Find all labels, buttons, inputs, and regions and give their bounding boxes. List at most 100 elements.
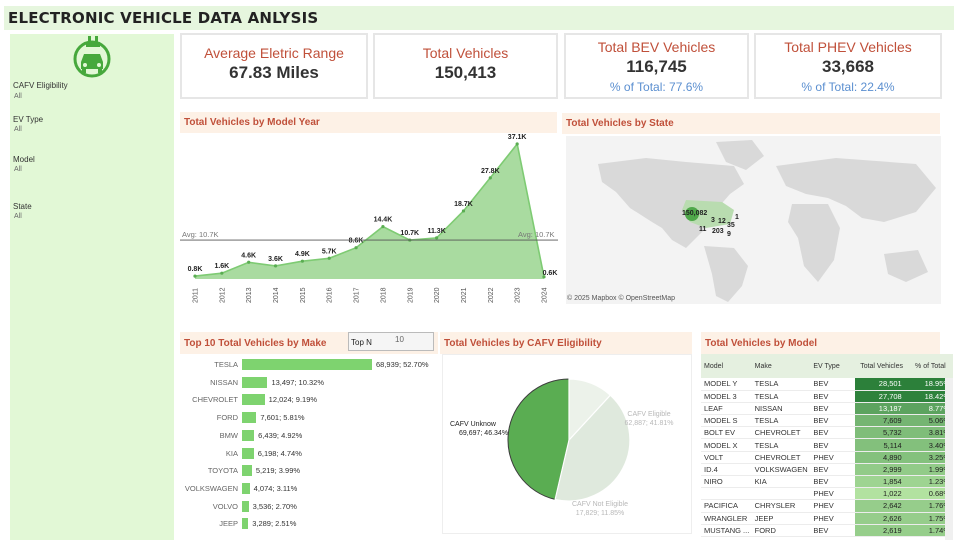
cafv-pie-chart[interactable]: CAFV Unknow 69,697; 46.34% CAFV Eligible 62… [442, 354, 692, 534]
make-bar[interactable] [242, 429, 255, 441]
cell-make: TESLA [751, 390, 811, 403]
filter-state-dropdown[interactable]: All [14, 213, 22, 220]
year-chart-title: Total Vehicles by Model Year [180, 112, 557, 133]
ev-charger-car-icon [73, 36, 111, 78]
col-header-pct[interactable]: % of Total [904, 354, 953, 378]
make-label: VOLVO [212, 501, 238, 511]
year-data-label: 1.6K [214, 263, 229, 270]
cell-total: 5,114 [855, 438, 905, 452]
make-value-label: 13,497; 10.32% [271, 377, 324, 387]
make-label: VOLKSWAGEN [184, 483, 238, 493]
state-label-1: 1 [735, 214, 739, 221]
col-header-model[interactable]: Model [701, 354, 752, 378]
year-point-2024[interactable] [542, 275, 546, 279]
filter-model-dropdown[interactable]: All [14, 166, 22, 173]
state-label-9: 9 [727, 231, 731, 238]
state-label-203: 203 [712, 228, 724, 235]
make-bar[interactable] [242, 465, 252, 477]
pie-slice[interactable] [507, 378, 570, 501]
cell-model: VOLT [701, 451, 752, 464]
state-label-3: 3 [711, 217, 715, 224]
table-row[interactable]: MUSTANG ... FORD BEV 2,619 1.74% [701, 524, 953, 537]
year-tick-label: 2022 [488, 287, 495, 303]
table-row[interactable]: BOLT EV CHEVROLET BEV 5,732 3.81% [701, 426, 953, 440]
year-point-2018[interactable] [381, 225, 385, 229]
cell-pct: 0.68% [904, 487, 953, 501]
table-row[interactable]: MODEL X TESLA BEV 5,114 3.40% [701, 438, 953, 452]
make-bar[interactable] [242, 359, 372, 370]
top-n-value[interactable]: 10 [395, 335, 404, 344]
cell-total: 7,609 [855, 414, 905, 428]
pie-slice-value: 17,829; 11.85% [576, 510, 625, 517]
cell-make: CHEVROLET [751, 426, 811, 440]
table-row[interactable]: NIRO KIA BEV 1,854 1.23% [701, 475, 953, 489]
year-point-2020[interactable] [435, 236, 439, 240]
cell-make: TESLA [751, 414, 811, 428]
year-data-label: 5.7K [322, 248, 337, 255]
filter-cafv-dropdown[interactable]: All [14, 93, 22, 100]
year-point-2023[interactable] [515, 142, 519, 146]
kpi-total-phev: Total PHEV Vehicles 33,668 % of Total: 2… [754, 33, 942, 99]
pie-slice[interactable] [554, 394, 631, 502]
make-bar[interactable] [242, 447, 254, 459]
table-row[interactable]: LEAF NISSAN BEV 13,187 8.77% [701, 402, 953, 416]
make-bar[interactable] [242, 518, 249, 530]
cell-ev-type: PHEV [810, 487, 856, 501]
make-bar[interactable] [242, 412, 257, 424]
year-data-label: 4.9K [295, 251, 310, 258]
col-header-make[interactable]: Make [751, 354, 811, 378]
pie-slice-value: 69,697; 46.34% [459, 430, 508, 437]
year-tick-label: 2015 [300, 287, 307, 303]
year-point-2021[interactable] [461, 209, 466, 213]
year-area-chart[interactable]: 0.8K 2011 1.6K 2012 4.6K 2013 3.6K 2014 4.9K 2015… [180, 134, 560, 306]
year-point-2015[interactable] [300, 259, 304, 263]
cell-ev-type: BEV [810, 475, 856, 489]
year-point-2013[interactable] [247, 260, 251, 264]
make-label: CHEVROLET [192, 395, 238, 405]
table-row[interactable]: VOLT CHEVROLET PHEV 4,890 3.25% [701, 451, 953, 464]
state-map[interactable]: 150,082 3 12 35 1 11 203 9 [566, 136, 941, 304]
year-tick-label: 2013 [246, 287, 253, 303]
cell-make: CHRYSLER [751, 499, 811, 513]
table-row[interactable]: MODEL Y TESLA BEV 28,501 18.95% [701, 378, 953, 391]
cell-pct: 1.99% [904, 463, 953, 477]
dashboard-title: ELECTRONIC VEHICLE DATA ANLYSIS [8, 9, 319, 27]
make-bar[interactable] [242, 500, 249, 512]
year-tick-label: 2024 [542, 287, 549, 303]
table-row[interactable]: WRANGLER JEEP PHEV 2,626 1.75% [701, 512, 953, 525]
make-label: TESLA [214, 360, 238, 369]
make-bar[interactable] [242, 394, 265, 406]
year-data-label: 10.7K [400, 230, 419, 237]
cell-model: WRANGLER [701, 512, 752, 525]
table-row[interactable]: PACIFICA CHRYSLER PHEV 2,642 1.76% [701, 499, 953, 513]
cell-ev-type: BEV [810, 390, 856, 403]
cell-pct: 3.40% [904, 438, 953, 452]
year-point-2012[interactable] [220, 271, 224, 275]
year-point-2017[interactable] [354, 246, 358, 250]
cell-ev-type: BEV [810, 414, 856, 428]
year-data-label: 4.6K [241, 252, 256, 259]
year-point-2022[interactable] [488, 176, 492, 180]
year-point-2011[interactable] [193, 274, 197, 278]
make-bar[interactable] [242, 482, 250, 494]
make-bar[interactable] [242, 376, 268, 388]
table-row[interactable]: MODEL S TESLA BEV 7,609 5.06% [701, 414, 953, 428]
table-row[interactable]: MODEL 3 TESLA BEV 27,708 18.42% [701, 390, 953, 403]
table-row[interactable]: ID.4 VOLKSWAGEN BEV 2,999 1.99% [701, 463, 953, 477]
make-label: BMW [219, 430, 238, 440]
make-value-label: 3,536; 2.70% [252, 501, 297, 511]
table-row[interactable]: PHEV 1,022 0.68% [701, 487, 953, 501]
year-point-2014[interactable] [273, 264, 278, 268]
filter-ev-type-dropdown[interactable]: All [14, 126, 22, 133]
cell-total: 13,187 [855, 402, 905, 416]
top-n-parameter[interactable]: Top N 10 [348, 332, 434, 351]
make-value-label: 6,439; 4.92% [258, 430, 303, 440]
pie-slice[interactable] [568, 378, 612, 442]
kpi-average-range-value: 67.83 Miles [229, 63, 319, 82]
col-header-ev-type[interactable]: EV Type [810, 354, 856, 378]
cell-pct: 1.76% [904, 499, 953, 513]
year-point-2016[interactable] [327, 256, 331, 260]
year-data-label: 37.1K [508, 134, 527, 141]
col-header-total[interactable]: Total Vehicles [855, 354, 905, 378]
table-scrollbar[interactable] [945, 378, 953, 540]
